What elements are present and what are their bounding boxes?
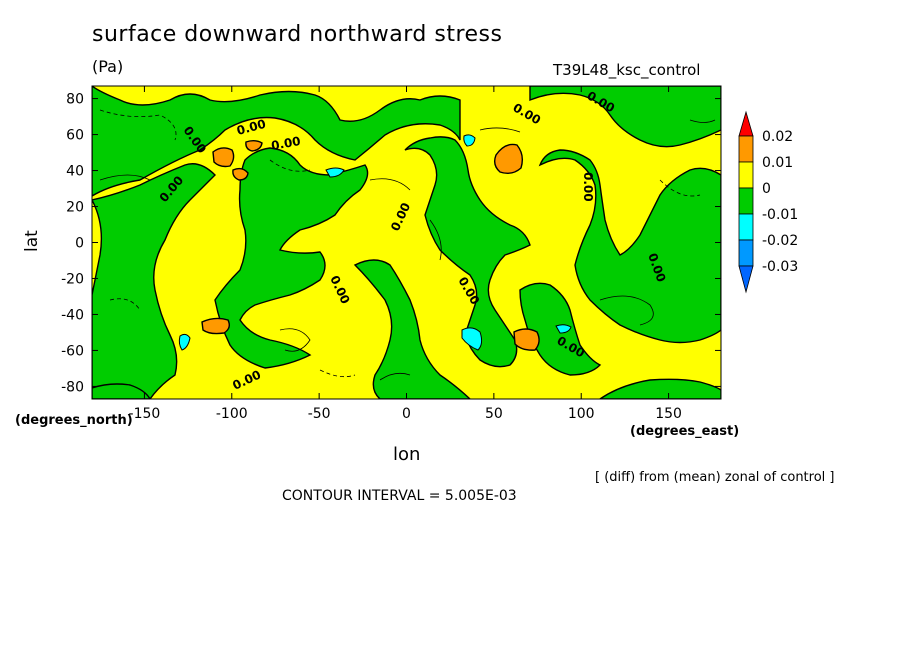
legend-swatch bbox=[738, 213, 754, 241]
y-tick-label: -20 bbox=[61, 271, 84, 287]
negative-minimum bbox=[325, 167, 345, 178]
legend-swatch bbox=[738, 239, 754, 267]
chart-units: (Pa) bbox=[92, 57, 124, 76]
y-tick-label: 60 bbox=[66, 128, 84, 144]
negative-region bbox=[538, 149, 721, 344]
legend-level-label: -0.03 bbox=[762, 259, 798, 275]
x-axis-label: lon bbox=[393, 444, 421, 465]
legend-level-label: 0.02 bbox=[762, 129, 793, 145]
x-tick-label: -100 bbox=[216, 406, 248, 422]
y-tick-label: -60 bbox=[61, 343, 84, 359]
y-tick-label: 40 bbox=[66, 164, 84, 180]
positive-maximum bbox=[212, 147, 235, 168]
negative-region bbox=[92, 86, 461, 197]
difference-note: [ (diff) from (mean) zonal of control ] bbox=[595, 470, 835, 485]
positive-maximum bbox=[513, 328, 540, 351]
legend-arrow-top bbox=[738, 110, 754, 137]
negative-minimum bbox=[178, 333, 191, 351]
positive-maximum bbox=[201, 317, 231, 335]
x-tick-label: 50 bbox=[485, 406, 503, 422]
negative-region bbox=[92, 383, 151, 399]
legend-level-label: -0.01 bbox=[762, 207, 798, 223]
y-axis-units: (degrees_north) bbox=[15, 413, 133, 428]
y-tick-label: -40 bbox=[61, 307, 84, 323]
x-tick-label: 150 bbox=[655, 406, 682, 422]
colorbar-legend: 0.02 0.01 0 -0.01 -0.02 -0.03 bbox=[738, 110, 798, 294]
x-axis-units: (degrees_east) bbox=[630, 424, 740, 439]
x-axis: -150 -100 -50 0 50 100 150 bbox=[129, 86, 682, 422]
x-tick-label: -150 bbox=[129, 406, 161, 422]
legend-swatch bbox=[738, 187, 754, 215]
negative-minimum bbox=[461, 327, 483, 351]
negative-minimum bbox=[555, 324, 572, 334]
contour-interval: CONTOUR INTERVAL = 5.005E-03 bbox=[282, 488, 517, 504]
y-tick-label: 20 bbox=[66, 200, 84, 216]
negative-region bbox=[214, 147, 369, 369]
x-tick-label: -50 bbox=[308, 406, 331, 422]
negative-region bbox=[598, 378, 721, 399]
x-tick-label: 0 bbox=[402, 406, 411, 422]
positive-maximum bbox=[245, 140, 263, 152]
legend-swatch bbox=[738, 161, 754, 189]
legend-arrow-bottom bbox=[738, 265, 754, 294]
legend-swatch bbox=[738, 135, 754, 163]
negative-region bbox=[353, 259, 472, 399]
chart-title: surface downward northward stress bbox=[92, 22, 503, 47]
negative-minimum bbox=[463, 134, 476, 147]
y-tick-label: 0 bbox=[75, 236, 84, 252]
legend-level-label: -0.02 bbox=[762, 233, 798, 249]
thin-contours bbox=[99, 109, 716, 381]
positive-maximum bbox=[232, 167, 249, 181]
positive-maximum bbox=[493, 143, 524, 175]
y-tick-label: -80 bbox=[61, 379, 84, 395]
legend-level-label: 0.01 bbox=[762, 155, 793, 171]
y-axis: 80 60 40 20 0 -20 -40 -60 -80 bbox=[61, 92, 721, 395]
contour-label: 0.00 bbox=[270, 134, 302, 153]
legend-level-label: 0 bbox=[762, 181, 771, 197]
contour-field bbox=[92, 86, 721, 399]
negative-region bbox=[529, 86, 721, 148]
run-label: T39L48_ksc_control bbox=[553, 61, 701, 79]
x-tick-label: 100 bbox=[568, 406, 595, 422]
contour-label: 0.00 bbox=[581, 172, 595, 202]
y-tick-label: 80 bbox=[66, 92, 84, 108]
